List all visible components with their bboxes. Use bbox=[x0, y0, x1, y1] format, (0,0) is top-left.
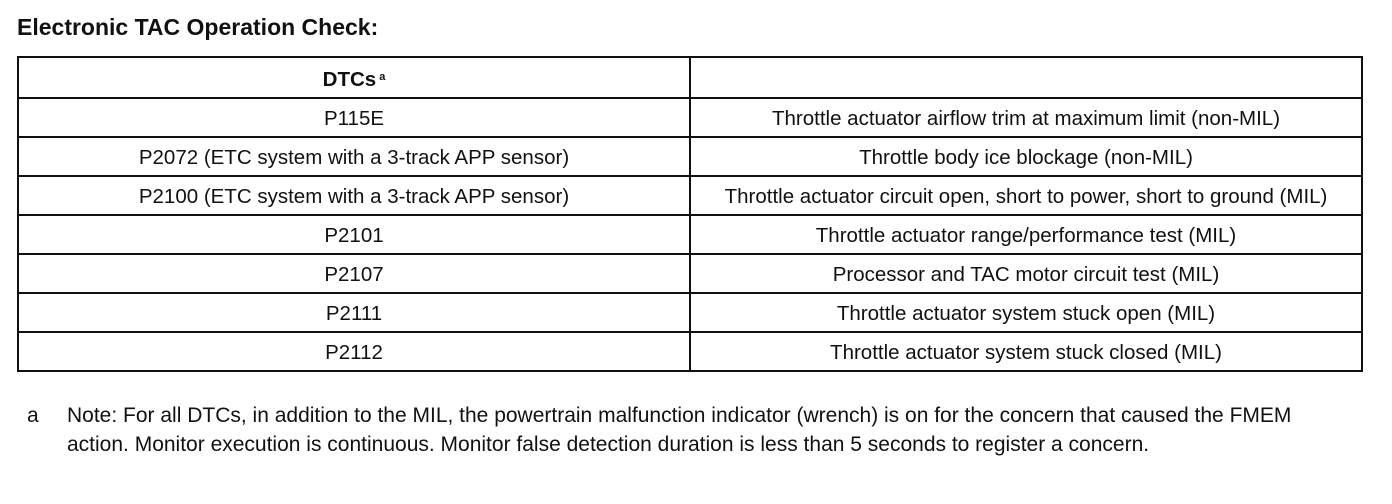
header-note: a bbox=[379, 71, 386, 83]
footnote-marker: a bbox=[27, 404, 39, 427]
header-cell bbox=[689, 56, 1363, 99]
table-row: P2072 (ETC system with a 3-track APP sen… bbox=[17, 136, 1363, 177]
dtc-code: P115E bbox=[17, 97, 691, 138]
header-row: DTCs a bbox=[17, 56, 1363, 99]
table-row: P2100 (ETC system with a 3-track APP sen… bbox=[17, 175, 1363, 216]
table-row: P2111 Throttle actuator system stuck open… bbox=[17, 292, 1363, 333]
dtc-code: P2100 (ETC system with a 3-track APP sen… bbox=[17, 175, 691, 216]
dtc-code: P2101 bbox=[17, 214, 691, 255]
dtc-description: Processor and TAC motor circuit test (MI… bbox=[689, 253, 1363, 294]
table-head: DTCs a bbox=[17, 56, 1363, 99]
table-row: P2107 Processor and TAC motor circuit tes… bbox=[17, 253, 1363, 294]
header-cell: DTCs a bbox=[17, 56, 691, 99]
header-text: DTCs bbox=[322, 68, 377, 91]
dtc-description: Throttle actuator system stuck open (MIL… bbox=[689, 292, 1363, 333]
title: Electronic TAC Operation Check: bbox=[17, 14, 379, 40]
dtc-description: Throttle body ice blockage (non-MIL) bbox=[689, 136, 1363, 177]
dtc-description: Throttle actuator airflow trim at maximu… bbox=[689, 97, 1363, 138]
dtc-code: P2111 bbox=[17, 292, 691, 333]
dtc-code: P2072 (ETC system with a 3-track APP sen… bbox=[17, 136, 691, 177]
footnote-text: Note: For all DTCs, in addition to the M… bbox=[67, 404, 1292, 456]
table-row: P2112 Throttle actuator system stuck clos… bbox=[17, 331, 1363, 372]
table-row: P115E Throttle actuator airflow trim at m… bbox=[17, 97, 1363, 138]
dtc-description: Throttle actuator system stuck closed (M… bbox=[689, 331, 1363, 372]
dtc-description: Throttle actuator circuit open, short to… bbox=[689, 175, 1363, 216]
table-row: P2101 Throttle actuator range/performance… bbox=[17, 214, 1363, 255]
dtc-code: P2112 bbox=[17, 331, 691, 372]
dtc-table: DTCs a P115E Throttle actuator airflow tri… bbox=[17, 56, 1363, 372]
dtc-description: Throttle actuator range/performance test… bbox=[689, 214, 1363, 255]
table-body: P115E Throttle actuator airflow trim at m… bbox=[17, 97, 1363, 372]
dtc-code: P2107 bbox=[17, 253, 691, 294]
